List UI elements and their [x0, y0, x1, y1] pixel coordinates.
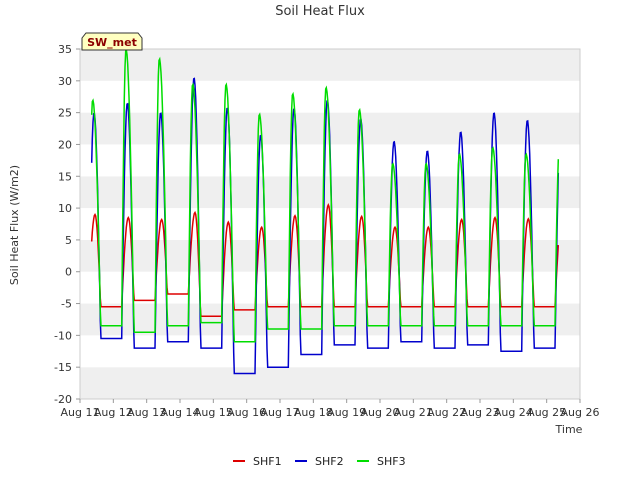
y-tick-label: 5 [65, 234, 72, 247]
series-layer [90, 46, 560, 375]
plot-area-border [79, 48, 581, 400]
y-tick-label: 30 [58, 75, 72, 88]
grid-band [80, 239, 580, 272]
grid-band [80, 335, 580, 368]
x-tick-label: Aug 24 [494, 406, 533, 419]
y-tick-label: 25 [58, 107, 72, 120]
series-line-shf1 [90, 203, 560, 318]
grid-band [80, 49, 580, 81]
site-label: SW_met [87, 36, 137, 49]
x-tick-label: Aug 17 [261, 406, 300, 419]
y-axis-title: Soil Heat Flux (W/m2) [8, 165, 21, 285]
y-tick-label: 0 [65, 266, 72, 279]
grid-band [80, 303, 580, 336]
grid-band [80, 80, 580, 113]
site-label-background [81, 32, 143, 51]
y-tick-label: 20 [58, 138, 72, 151]
x-tick-label: Aug 14 [161, 406, 200, 419]
y-tick-label: -5 [61, 298, 72, 311]
y-tick-label: 10 [58, 202, 72, 215]
x-tick-label: Aug 12 [94, 406, 133, 419]
x-tick-label: Aug 19 [327, 406, 366, 419]
grid-band [80, 367, 580, 399]
y-tick-label: 35 [58, 43, 72, 56]
chart-title: Soil Heat Flux [275, 4, 365, 19]
legend-label-shf3: SHF3 [377, 455, 406, 468]
y-tick-label: -20 [54, 393, 72, 406]
series-line-shf2 [90, 77, 560, 375]
y-tick-label: -15 [54, 361, 72, 374]
legend: SHF1 SHF2 SHF3 [233, 455, 406, 468]
x-tick-label: Aug 25 [527, 406, 566, 419]
x-tick-label: Aug 18 [294, 406, 333, 419]
x-tick-label: Aug 16 [227, 406, 266, 419]
x-tick-label: Aug 23 [461, 406, 500, 419]
legend-label-shf1: SHF1 [253, 455, 282, 468]
x-tick-label: Aug 22 [427, 406, 466, 419]
y-tick-label: -10 [54, 329, 72, 342]
grid-band [80, 271, 580, 304]
y-axis: -20 -15 -10 -5 0 5 10 15 20 25 30 35 [54, 43, 80, 406]
x-axis-title: Time [555, 423, 583, 436]
y-tick-label: 15 [58, 170, 72, 183]
x-tick-label: Aug 13 [127, 406, 166, 419]
x-tick-label: Aug 26 [561, 406, 600, 419]
x-tick-label: Aug 20 [361, 406, 400, 419]
legend-label-shf2: SHF2 [315, 455, 344, 468]
x-tick-label: Aug 11 [61, 406, 100, 419]
x-tick-label: Aug 15 [194, 406, 233, 419]
site-label-box: SW_met [81, 32, 143, 51]
series-line-shf3 [90, 46, 560, 343]
x-tick-label: Aug 21 [394, 406, 433, 419]
